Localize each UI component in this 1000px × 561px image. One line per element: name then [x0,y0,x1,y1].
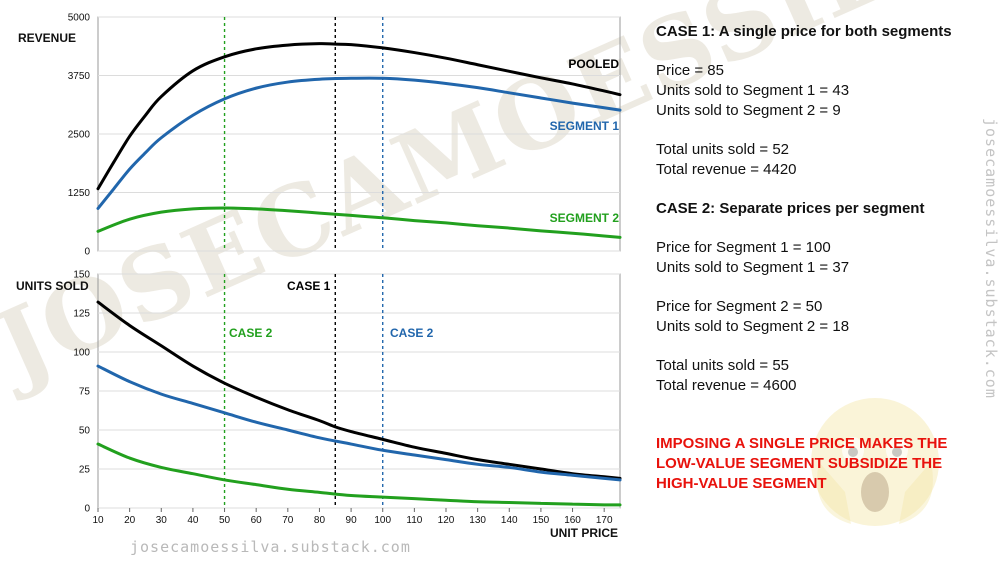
x-tick-label: 150 [533,515,550,526]
units-series-segment-1 [96,364,622,482]
case2-total-revenue: Total revenue = 4600 [656,377,797,394]
revenue-series-pooled [96,42,622,191]
units-y-tick-label: 75 [79,387,91,398]
case1-units-seg1: Units sold to Segment 1 = 43 [656,82,850,99]
case1-total-units: Total units sold = 52 [656,141,790,158]
case2-total-units: Total units sold = 55 [656,357,790,374]
x-tick-label: 90 [346,515,358,526]
case1-marker-label: CASE 1 [287,279,331,293]
case2-blue-marker-label: CASE 2 [390,326,434,340]
units-y-tick-label: 50 [79,426,91,437]
x-tick-label: 80 [314,515,326,526]
case1-price: Price = 85 [656,62,724,79]
x-tick-label: 140 [501,515,518,526]
revenue-y-tick-label: 3750 [68,71,91,82]
revenue-axis-title: REVENUE [18,31,76,45]
conclusion-line-2: LOW-VALUE SEGMENT SUBSIDIZE THE [656,455,943,472]
units-y-tick-label: 0 [84,504,90,515]
x-tick-label: 70 [282,515,294,526]
x-tick-label: 120 [438,515,455,526]
conclusion-line-1: IMPOSING A SINGLE PRICE MAKES THE [656,435,948,452]
units-y-tick-label: 25 [79,465,91,476]
bottom-watermark: josecamoessilva.substack.com [130,538,411,556]
revenue-series-segment-2 [96,206,622,239]
x-tick-label: 50 [219,515,231,526]
screaming-face-icon [811,398,939,526]
units-series-pooled [96,300,622,480]
revenue-chart: 0 1250 2500 3750 5000 [68,13,622,258]
x-tick-label: 110 [406,515,422,526]
revenue-y-tick-label: 1250 [68,188,91,199]
x-tick-label: 100 [374,515,391,526]
case2-price-seg2: Price for Segment 2 = 50 [656,298,823,315]
case2-green-marker-label: CASE 2 [229,326,273,340]
revenue-y-tick-label: 5000 [68,13,91,24]
x-tick-label: 20 [124,515,136,526]
case2-units-seg1: Units sold to Segment 1 = 37 [656,259,850,276]
case2-units-seg2: Units sold to Segment 2 = 18 [656,318,850,335]
x-tick-label: 170 [596,515,613,526]
case1-units-seg2: Units sold to Segment 2 = 9 [656,102,841,119]
case2-title: CASE 2: Separate prices per segment [656,200,925,217]
revenue-series-segment-1 [96,76,622,210]
side-watermark: josecamoessilva.substack.com [982,118,1000,399]
units-chart: 0 25 50 75 100 125 150 10 20 30 40 50 60 70 80 90 100 110… [73,270,622,526]
x-tick-label: 40 [187,515,199,526]
x-tick-label: 60 [251,515,263,526]
x-tick-label: 130 [469,515,486,526]
x-tick-label: 10 [92,515,104,526]
units-y-tick-label: 125 [73,309,90,320]
x-tick-label: 30 [156,515,168,526]
pooled-label: POOLED [568,57,619,71]
units-y-tick-label: 150 [73,270,90,281]
revenue-y-tick-label: 0 [84,247,90,258]
unit-price-axis-title: UNIT PRICE [550,526,618,540]
x-tick-label: 160 [564,515,581,526]
conclusion-line-3: HIGH-VALUE SEGMENT [656,475,827,492]
units-y-tick-label: 100 [73,348,90,359]
cases-summary-panel: CASE 1: A single price for both segments… [656,22,981,494]
case2-price-seg1: Price for Segment 1 = 100 [656,239,831,256]
segment2-label: SEGMENT 2 [550,211,620,225]
segment1-label: SEGMENT 1 [550,119,620,133]
case1-title: CASE 1: A single price for both segments [656,23,952,40]
case1-total-revenue: Total revenue = 4420 [656,161,797,178]
revenue-y-tick-label: 2500 [68,130,91,141]
units-axis-title: UNITS SOLD [16,279,89,293]
units-series-segment-2 [96,442,622,507]
